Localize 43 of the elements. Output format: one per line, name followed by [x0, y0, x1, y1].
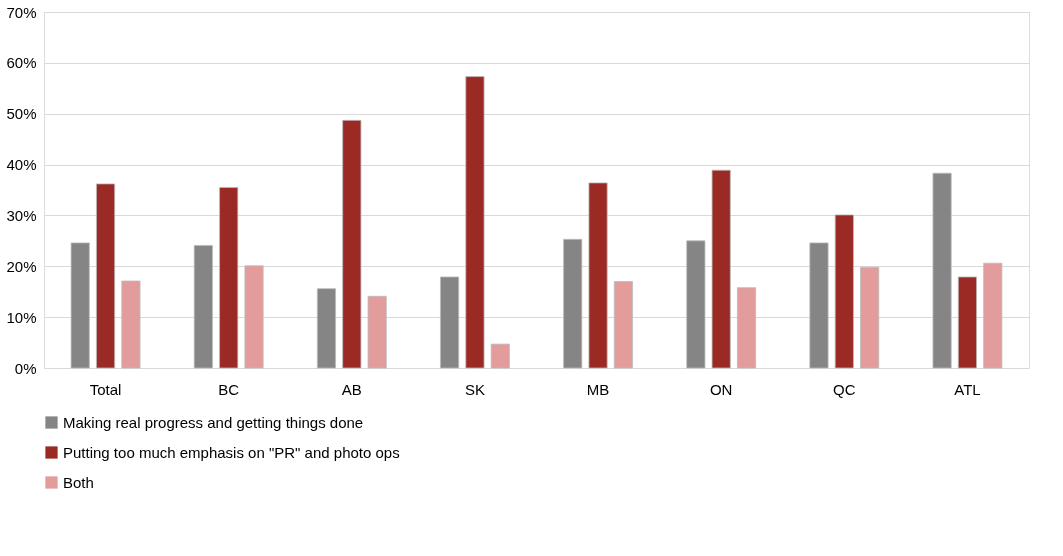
bar	[809, 242, 829, 369]
bar	[440, 276, 460, 369]
bar	[342, 119, 362, 369]
y-tick-label: 0%	[14, 359, 37, 377]
bar	[193, 245, 213, 369]
bar	[563, 238, 583, 369]
bar	[490, 343, 510, 369]
y-tick-label: 70%	[6, 3, 37, 21]
legend-label: Putting too much emphasis on "PR" and photo ops	[63, 443, 400, 461]
y-tick-label: 60%	[6, 54, 37, 72]
bar	[737, 287, 757, 369]
bar	[834, 214, 854, 369]
bar	[219, 187, 239, 369]
bar	[860, 266, 880, 369]
bar	[367, 295, 387, 369]
x-tick-label: SK	[464, 380, 485, 398]
bar	[70, 242, 90, 369]
legend-label: Both	[63, 473, 94, 491]
bar	[121, 280, 141, 369]
x-tick-label: AB	[341, 380, 362, 398]
y-tick-label: 20%	[6, 257, 37, 275]
bar	[983, 262, 1003, 369]
legend-label: Making real progress and getting things done	[63, 413, 364, 431]
bar	[613, 281, 633, 369]
bar	[711, 169, 731, 369]
x-tick-label: MB	[586, 380, 610, 398]
bar	[957, 276, 977, 369]
x-tick-label: BC	[218, 380, 240, 398]
x-tick-label: Total	[89, 380, 122, 398]
bar	[932, 172, 952, 369]
bar	[244, 265, 264, 369]
bar	[96, 183, 116, 369]
y-tick-label: 40%	[6, 156, 37, 174]
bar	[465, 76, 485, 369]
x-tick-label: ATL	[954, 380, 981, 398]
bar	[316, 288, 336, 369]
bar	[588, 182, 608, 369]
y-tick-label: 10%	[6, 308, 37, 326]
x-tick-label: ON	[709, 380, 733, 398]
x-tick-label: QC	[833, 380, 856, 398]
y-tick-label: 30%	[6, 206, 37, 224]
y-tick-label: 50%	[6, 105, 37, 123]
bar	[686, 240, 706, 369]
